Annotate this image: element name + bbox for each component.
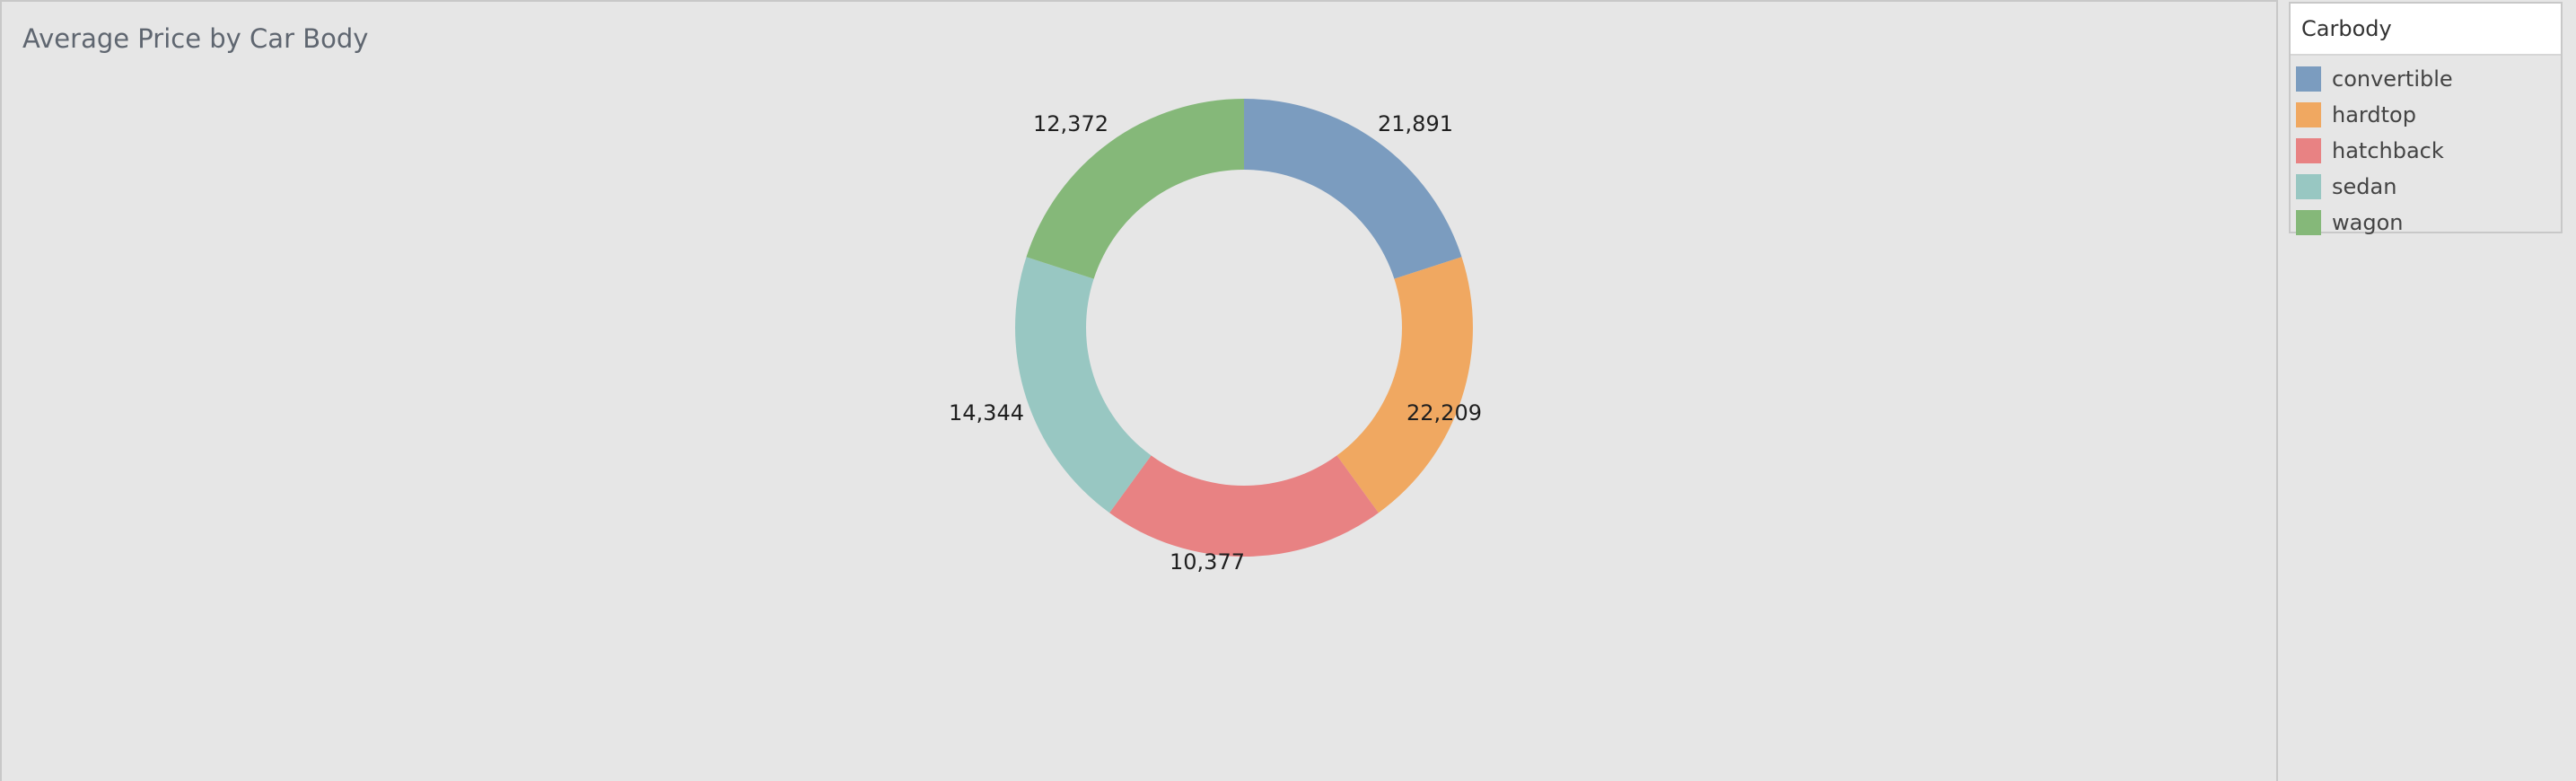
slice-label-wagon: 12,372 (1033, 111, 1108, 136)
slice-label-convertible: 21,891 (1378, 111, 1453, 136)
chart-title: Average Price by Car Body (22, 23, 369, 54)
slice-label-sedan: 14,344 (949, 400, 1024, 426)
legend-title: Carbody (2291, 4, 2561, 56)
legend-swatch-convertible (2296, 66, 2321, 92)
legend-item-hardtop[interactable]: hardtop (2291, 97, 2561, 133)
legend-label-hatchback: hatchback (2332, 138, 2444, 163)
donut-chart: 21,891 22,209 10,377 14,344 12,372 (949, 99, 1482, 575)
legend-swatch-sedan (2296, 174, 2321, 199)
donut-slice-convertible[interactable] (1244, 99, 1462, 279)
slice-label-hatchback: 10,377 (1170, 549, 1245, 575)
legend-item-convertible[interactable]: convertible (2291, 61, 2561, 97)
legend-item-sedan[interactable]: sedan (2291, 169, 2561, 205)
donut-slice-hatchback[interactable] (1109, 455, 1379, 557)
donut-slice-sedan[interactable] (1015, 257, 1152, 513)
legend-items: convertible hardtop hatchback sedan wago… (2291, 56, 2561, 241)
legend-label-convertible: convertible (2332, 66, 2453, 92)
legend-swatch-hardtop (2296, 102, 2321, 127)
legend-label-wagon: wagon (2332, 210, 2404, 235)
legend: Carbody convertible hardtop hatchback se… (2289, 2, 2563, 235)
legend-item-wagon[interactable]: wagon (2291, 205, 2561, 241)
legend-label-hardtop: hardtop (2332, 102, 2416, 127)
donut-slice-hardtop[interactable] (1336, 257, 1473, 513)
legend-swatch-wagon (2296, 210, 2321, 235)
legend-item-hatchback[interactable]: hatchback (2291, 133, 2561, 169)
legend-swatch-hatchback (2296, 138, 2321, 163)
legend-label-sedan: sedan (2332, 174, 2397, 199)
donut-slice-wagon[interactable] (1026, 99, 1244, 279)
chart-panel: Average Price by Car Body 21,891 22,209 10… (0, 0, 2278, 781)
slice-label-hardtop: 22,209 (1406, 400, 1482, 426)
